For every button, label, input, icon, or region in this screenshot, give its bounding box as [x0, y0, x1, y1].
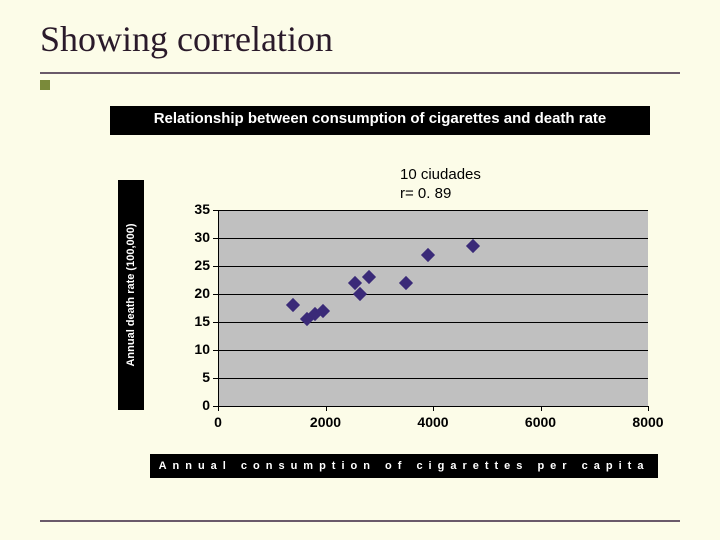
grid-line [218, 294, 648, 295]
y-tick-label: 10 [176, 341, 210, 357]
y-tick-label: 5 [176, 369, 210, 385]
x-tick [433, 406, 434, 411]
y-axis-label: Annual death rate (100,000) [125, 223, 137, 366]
y-axis-label-bar: Annual death rate (100,000) [118, 180, 144, 410]
chart-title: Relationship between consumption of ciga… [110, 106, 650, 135]
x-tick [541, 406, 542, 411]
grid-line [218, 266, 648, 267]
x-tick-label: 4000 [417, 414, 448, 430]
slide-title: Showing correlation [40, 18, 333, 60]
grid-line [218, 350, 648, 351]
grid-line [218, 210, 648, 211]
x-tick-label: 8000 [632, 414, 663, 430]
grid-line [218, 378, 648, 379]
y-tick-label: 20 [176, 285, 210, 301]
title-underline [40, 72, 680, 74]
x-tick-label: 6000 [525, 414, 556, 430]
chart-annotation: 10 ciudades r= 0. 89 [400, 166, 481, 204]
y-tick-label: 30 [176, 229, 210, 245]
x-axis-label: Annual consumption of cigarettes per cap… [150, 454, 658, 478]
y-axis [218, 210, 219, 406]
y-tick-label: 25 [176, 257, 210, 273]
footer-rule [40, 520, 680, 522]
x-tick-label: 0 [214, 414, 222, 430]
bullet-square [40, 80, 50, 90]
y-tick-label: 0 [176, 397, 210, 413]
y-tick-label: 15 [176, 313, 210, 329]
x-tick [326, 406, 327, 411]
grid-line [218, 322, 648, 323]
x-tick [648, 406, 649, 411]
scatter-plot: 0510152025303502000400060008000 [160, 210, 660, 450]
y-tick-label: 35 [176, 201, 210, 217]
plot-area [218, 210, 648, 406]
x-tick [218, 406, 219, 411]
annotation-line1: 10 ciudades [400, 166, 481, 185]
x-tick-label: 2000 [310, 414, 341, 430]
annotation-line2: r= 0. 89 [400, 185, 481, 204]
grid-line [218, 238, 648, 239]
